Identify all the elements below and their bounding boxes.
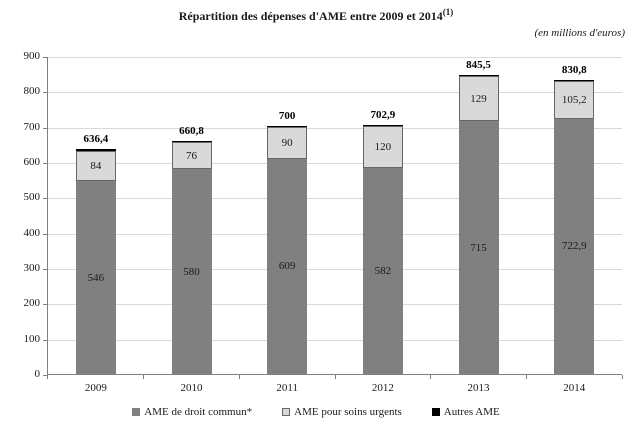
legend-label-soins-urgents: AME pour soins urgents bbox=[294, 406, 402, 418]
bar-slot-2012: 120 582 702,9 2012 bbox=[335, 57, 431, 394]
x-axis-tick bbox=[526, 375, 528, 379]
bar-segment-2010-series-1: 76 bbox=[171, 142, 212, 170]
x-axis-label-2014: 2014 bbox=[563, 382, 586, 394]
bar-segment-2012-series-2 bbox=[362, 124, 403, 126]
x-axis-tick bbox=[430, 375, 432, 379]
y-axis-label-800: 800 bbox=[23, 85, 41, 98]
bar-segment-2012-series-1: 120 bbox=[362, 125, 403, 169]
legend-swatch-droit-commun bbox=[132, 408, 141, 416]
bar-total-label-2012: 702,9 bbox=[370, 108, 396, 121]
bars-container: 84 546 636,4 2009 76 580 660,8 2010 90 609 700 2011… bbox=[48, 57, 622, 394]
bar-segment-2013-series-2 bbox=[458, 74, 499, 76]
legend-swatch-autres-ame bbox=[431, 408, 440, 416]
x-axis-label-2013: 2013 bbox=[467, 382, 490, 394]
legend-label-autres-ame: Autres AME bbox=[443, 406, 500, 418]
stacked-bar-2013: 129 715 bbox=[458, 74, 499, 374]
footnote-marker: (1) bbox=[442, 7, 454, 17]
unit-note: (en millions d'euros) bbox=[534, 27, 625, 39]
legend-swatch-soins-urgents bbox=[282, 408, 291, 416]
bar-total-label-2010: 660,8 bbox=[179, 124, 204, 137]
stacked-bar-2011: 90 609 bbox=[267, 126, 308, 374]
bar-segment-2013-series-0: 715 bbox=[458, 121, 499, 374]
stacked-bar-2014: 105,2 722,9 bbox=[554, 80, 595, 374]
stacked-bar-2012: 120 582 bbox=[362, 124, 403, 374]
x-axis-label-2011: 2011 bbox=[276, 382, 298, 394]
bar-segment-2013-series-1: 129 bbox=[458, 75, 499, 122]
legend-item-droit-commun: AME de droit commun* bbox=[132, 406, 252, 418]
legend-item-autres-ame: Autres AME bbox=[431, 406, 500, 418]
gridline-200 bbox=[48, 304, 622, 306]
y-axis-label-900: 900 bbox=[23, 50, 41, 62]
legend: AME de droit commun* AME pour soins urge… bbox=[0, 406, 632, 418]
bar-slot-2010: 76 580 660,8 2010 bbox=[144, 57, 240, 394]
bar-slot-2013: 129 715 845,5 2013 bbox=[431, 57, 527, 394]
bar-total-label-2014: 830,8 bbox=[561, 64, 587, 77]
y-axis-tick bbox=[43, 339, 47, 341]
y-axis-tick bbox=[43, 92, 47, 94]
y-axis-label-0: 0 bbox=[34, 368, 41, 380]
bar-segment-2011-series-0: 609 bbox=[267, 158, 308, 374]
legend-label-droit-commun: AME de droit commun* bbox=[144, 406, 253, 418]
x-axis-label-2012: 2012 bbox=[371, 382, 394, 394]
bar-segment-2014-series-2 bbox=[554, 80, 595, 82]
y-axis-label-300: 300 bbox=[23, 262, 41, 274]
gridline-600 bbox=[48, 163, 622, 164]
gridline-900 bbox=[48, 57, 622, 58]
bar-slot-2009: 84 546 636,4 2009 bbox=[48, 57, 144, 394]
gridline-100 bbox=[48, 339, 622, 341]
y-axis-label-600: 600 bbox=[23, 156, 41, 168]
y-axis-tick bbox=[43, 269, 47, 270]
x-axis-tick bbox=[238, 375, 240, 379]
bar-segment-2009-series-2 bbox=[75, 149, 116, 152]
y-axis-tick bbox=[43, 304, 47, 306]
bar-segment-2012-series-0: 582 bbox=[362, 168, 403, 374]
x-axis-label-2010: 2010 bbox=[180, 382, 203, 394]
x-axis-tick bbox=[334, 375, 336, 379]
gridline-300 bbox=[48, 269, 622, 270]
bar-segment-2014-series-0: 722,9 bbox=[554, 118, 595, 374]
bar-total-label-2013: 845,5 bbox=[466, 58, 491, 71]
y-axis-tick bbox=[43, 198, 47, 200]
bar-slot-2014: 105,2 722,9 830,8 2014 bbox=[526, 57, 622, 394]
y-axis-tick bbox=[43, 127, 47, 129]
gridline-700 bbox=[48, 127, 622, 129]
chart-title-text: Répartition des dépenses d'AME entre 200… bbox=[178, 9, 443, 23]
bar-segment-2011-series-1: 90 bbox=[267, 127, 308, 159]
gridline-400 bbox=[48, 233, 622, 235]
bar-segment-2011-series-2 bbox=[267, 126, 308, 128]
x-axis-label-2009: 2009 bbox=[84, 382, 107, 394]
y-axis-label-700: 700 bbox=[23, 120, 41, 133]
y-axis-label-200: 200 bbox=[23, 297, 41, 310]
y-axis-tick bbox=[43, 163, 47, 164]
bar-total-label-2011: 700 bbox=[278, 110, 296, 123]
bar-total-label-2009: 636,4 bbox=[83, 133, 109, 146]
gridline-500 bbox=[48, 198, 622, 200]
bar-slot-2011: 90 609 700 2011 bbox=[239, 57, 335, 394]
y-axis-label-500: 500 bbox=[23, 191, 41, 204]
bar-segment-2010-series-0: 580 bbox=[171, 169, 212, 374]
plot-area: 84 546 636,4 2009 76 580 660,8 2010 90 609 700 2011… bbox=[47, 57, 622, 394]
stacked-bar-2009: 84 546 bbox=[75, 149, 116, 374]
y-axis-label-400: 400 bbox=[23, 226, 41, 239]
y-axis-tick bbox=[43, 375, 47, 376]
y-axis-tick bbox=[43, 57, 47, 58]
y-axis-label-100: 100 bbox=[23, 332, 41, 345]
x-axis-tick bbox=[47, 375, 48, 379]
stacked-bar-2010: 76 580 bbox=[171, 140, 212, 374]
bar-segment-2014-series-1: 105,2 bbox=[554, 81, 595, 119]
bar-segment-2010-series-2 bbox=[171, 140, 212, 143]
legend-item-soins-urgents: AME pour soins urgents bbox=[282, 406, 402, 418]
bar-segment-2009-series-1: 84 bbox=[75, 151, 116, 182]
gridline-800 bbox=[48, 92, 622, 94]
bar-segment-2009-series-0: 546 bbox=[75, 181, 116, 374]
y-axis-tick bbox=[43, 233, 47, 235]
chart-title: Répartition des dépenses d'AME entre 200… bbox=[0, 7, 632, 24]
x-axis-tick bbox=[622, 375, 623, 379]
x-axis-tick bbox=[142, 375, 144, 379]
